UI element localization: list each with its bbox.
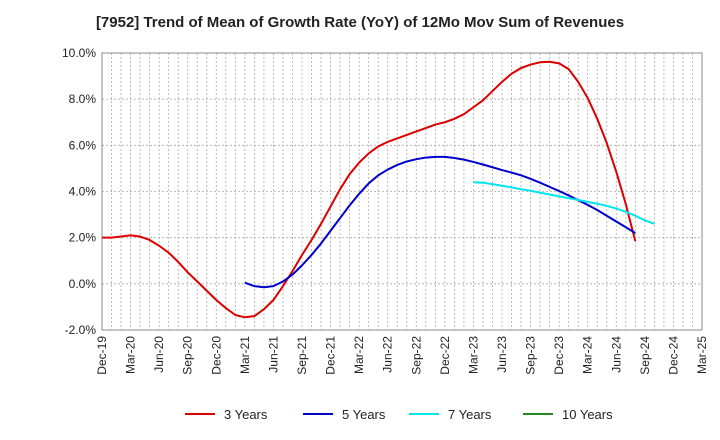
x-tick-label: Sep-23 bbox=[524, 336, 538, 375]
x-tick-label: Mar-23 bbox=[466, 336, 480, 374]
x-tick-label: Jun-20 bbox=[152, 336, 166, 373]
x-tick-label: Dec-22 bbox=[438, 336, 452, 375]
x-tick-label: Jun-24 bbox=[609, 336, 623, 373]
x-tick-label: Mar-20 bbox=[124, 336, 138, 374]
x-tick-label: Sep-22 bbox=[409, 336, 423, 375]
legend-label: 5 Years bbox=[342, 407, 386, 422]
x-tick-label: Sep-20 bbox=[181, 336, 195, 375]
chart-title: [7952] Trend of Mean of Growth Rate (YoY… bbox=[95, 14, 625, 31]
x-tick-label: Mar-25 bbox=[695, 336, 709, 374]
plot-area-frame bbox=[101, 52, 703, 331]
x-tick-label: Mar-24 bbox=[581, 336, 595, 374]
grid-lines bbox=[101, 52, 703, 331]
x-tick-label: Dec-24 bbox=[666, 336, 680, 375]
y-tick-label: 10.0% bbox=[62, 46, 96, 60]
series-line-7-years bbox=[473, 181, 655, 225]
legend-label: 10 Years bbox=[562, 407, 613, 422]
x-tick-label: Jun-22 bbox=[381, 336, 395, 373]
x-tick-label: Sep-21 bbox=[295, 336, 309, 375]
legend-label: 3 Years bbox=[224, 407, 268, 422]
x-tick-label: Dec-23 bbox=[552, 336, 566, 375]
series-lines bbox=[102, 60, 655, 319]
legend: 3 Years 5 Years 7 Years 10 Years bbox=[185, 407, 613, 422]
y-tick-label: 0.0% bbox=[69, 277, 97, 291]
x-tick-label: Dec-19 bbox=[95, 336, 109, 375]
x-axis-ticks: Dec-19 Mar-20 Jun-20 Sep-20 Dec-20 Mar-21 Jun-… bbox=[95, 336, 709, 375]
x-tick-label: Dec-21 bbox=[324, 336, 338, 375]
series-line-3-years bbox=[102, 60, 637, 319]
x-tick-label: Mar-22 bbox=[352, 336, 366, 374]
x-tick-label: Jun-23 bbox=[495, 336, 509, 373]
x-tick-label: Sep-24 bbox=[638, 336, 652, 375]
x-tick-label: Dec-20 bbox=[209, 336, 223, 375]
series-line-5-years bbox=[244, 155, 636, 289]
x-tick-label: Mar-21 bbox=[238, 336, 252, 374]
y-tick-label: 8.0% bbox=[69, 92, 97, 106]
y-axis-ticks: -2.0% 0.0% 2.0% 4.0% 6.0% 8.0% 10.0% bbox=[62, 46, 96, 337]
y-tick-label: 2.0% bbox=[69, 231, 97, 245]
x-tick-label: Jun-21 bbox=[266, 336, 280, 373]
legend-label: 7 Years bbox=[448, 407, 492, 422]
y-tick-label: -2.0% bbox=[65, 323, 97, 337]
y-tick-label: 6.0% bbox=[69, 138, 97, 152]
y-tick-label: 4.0% bbox=[69, 185, 97, 199]
